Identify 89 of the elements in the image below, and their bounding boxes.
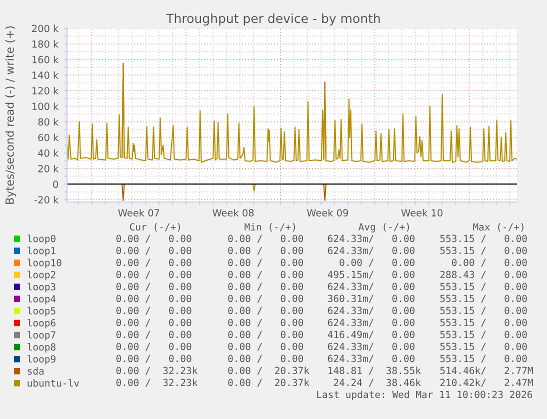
legend-label: loop7	[28, 331, 56, 340]
legend-label: loop1	[28, 246, 56, 256]
legend-label: loop0	[28, 234, 56, 244]
text: 0.00 / 20.37k	[228, 378, 310, 387]
legend-label: ubuntu-lv	[28, 379, 80, 387]
legend-label: loop2	[28, 270, 56, 280]
text: 0.00 / 0.00	[116, 354, 192, 363]
text: 288.43 / 0.00	[440, 270, 527, 279]
x-tick-label: Week 10	[401, 208, 442, 216]
text: 0.00 / 0.00	[228, 270, 304, 279]
text: 0.00 / 0.00	[228, 282, 304, 291]
text: 0.00 / 0.00	[116, 258, 192, 267]
x-tick-label: Week 09	[306, 208, 348, 216]
y-tick-label: 100 k	[32, 102, 59, 110]
text: 0.00 / 0.00	[228, 234, 304, 243]
text: 0.00 / 0.00	[116, 270, 192, 279]
text: 210.42k/ 2.47M	[440, 378, 533, 387]
text: 0.00 / 0.00	[116, 330, 192, 339]
legend-label: loop8	[28, 343, 56, 352]
text: 0.00 / 0.00	[116, 234, 192, 243]
text: 0.00 / 0.00	[228, 246, 304, 255]
text: 0.00 / 0.00	[228, 258, 304, 267]
chart-title: Throughput per device - by month	[166, 13, 380, 26]
text: 624.33m/ 0.00	[328, 306, 415, 315]
text: 553.15 / 0.00	[440, 306, 527, 315]
text: 553.15 / 0.00	[440, 354, 527, 363]
y-tick-label: 160 k	[32, 56, 59, 64]
text: 624.33m/ 0.00	[328, 246, 415, 255]
x-tick-label: Week 07	[118, 208, 160, 216]
text: Max (-/+)	[473, 223, 524, 232]
text: 624.33m/ 0.00	[328, 318, 415, 327]
text: 553.15 / 0.00	[440, 318, 527, 327]
text: 0.00 / 0.00	[228, 306, 304, 315]
x-tick-label: Week 08	[212, 208, 254, 216]
text: 514.46k/ 2.77M	[440, 366, 533, 375]
line-series	[67, 68, 517, 163]
y-tick-label: 80 k	[38, 118, 59, 126]
legend-label: sda	[28, 367, 44, 375]
legend-label: loop10	[28, 258, 62, 268]
y-tick-label: 180 k	[32, 40, 59, 48]
text: 416.49m/ 0.00	[328, 330, 415, 339]
text: 624.33m/ 0.00	[328, 342, 415, 351]
text: 0.00 / 0.00	[116, 294, 192, 303]
text: 24.24 / 38.46k	[334, 378, 421, 387]
text: 553.15 / 0.00	[440, 330, 527, 339]
legend-label: loop3	[28, 282, 56, 292]
y-tick-label: 200 k	[32, 24, 59, 32]
legend-label: loop4	[28, 294, 56, 304]
y-tick-label: 60 k	[38, 134, 59, 142]
text: 0.00 / 20.37k	[228, 366, 310, 375]
text: 0.00 / 0.00	[116, 342, 192, 351]
legend-label: loop5	[28, 306, 56, 316]
y-tick-label: 20 k	[38, 164, 59, 172]
text: Last update: Wed Mar 11 10:00:23 2026	[317, 390, 532, 400]
text: 0.00 / 0.00	[228, 318, 304, 327]
text: 0.00 / 0.00	[228, 330, 304, 339]
text: 0.00 / 0.00	[340, 258, 415, 267]
y-tick-label: 120 k	[32, 86, 59, 94]
y-tick-label: 0	[53, 180, 58, 188]
y-axis-title: Bytes/second read (-) / write (+)	[5, 26, 16, 204]
text: 553.15 / 0.00	[440, 282, 527, 291]
text: 0.00 / 0.00	[116, 318, 192, 327]
text: 0.00 / 0.00	[228, 342, 304, 351]
text: Avg (-/+)	[358, 222, 409, 232]
text: 0.00 / 0.00	[452, 258, 527, 267]
text: 624.33m/ 0.00	[328, 282, 415, 291]
text: 624.33m/ 0.00	[328, 234, 415, 243]
text: 553.15 / 0.00	[440, 234, 527, 243]
text: 0.00 / 0.00	[116, 246, 192, 255]
text: Cur (-/+)	[130, 223, 180, 232]
y-tick-label: 140 k	[32, 71, 59, 79]
text: 0.00 / 0.00	[228, 354, 304, 363]
text: 553.15 / 0.00	[440, 294, 527, 303]
legend-label: loop6	[28, 318, 56, 328]
text: 0.00 / 0.00	[116, 282, 192, 291]
text: 0.00 / 32.23k	[116, 378, 198, 387]
text: 0.00 / 0.00	[228, 294, 304, 303]
y-tick-label: -20 k	[34, 196, 59, 204]
text: 148.81 / 38.55k	[328, 366, 421, 375]
text: 495.15m/ 0.00	[328, 270, 415, 279]
text: 553.15 / 0.00	[440, 246, 527, 255]
text: 553.15 / 0.00	[440, 342, 527, 351]
legend-label: loop9	[28, 355, 56, 365]
y-tick-label: 40 k	[38, 149, 59, 157]
text: 360.31m/ 0.00	[328, 294, 415, 303]
text: 0.00 / 32.23k	[116, 366, 198, 375]
text: 0.00 / 0.00	[116, 306, 192, 315]
text: Min (-/+)	[244, 223, 295, 232]
text: 624.33m/ 0.00	[328, 354, 415, 363]
